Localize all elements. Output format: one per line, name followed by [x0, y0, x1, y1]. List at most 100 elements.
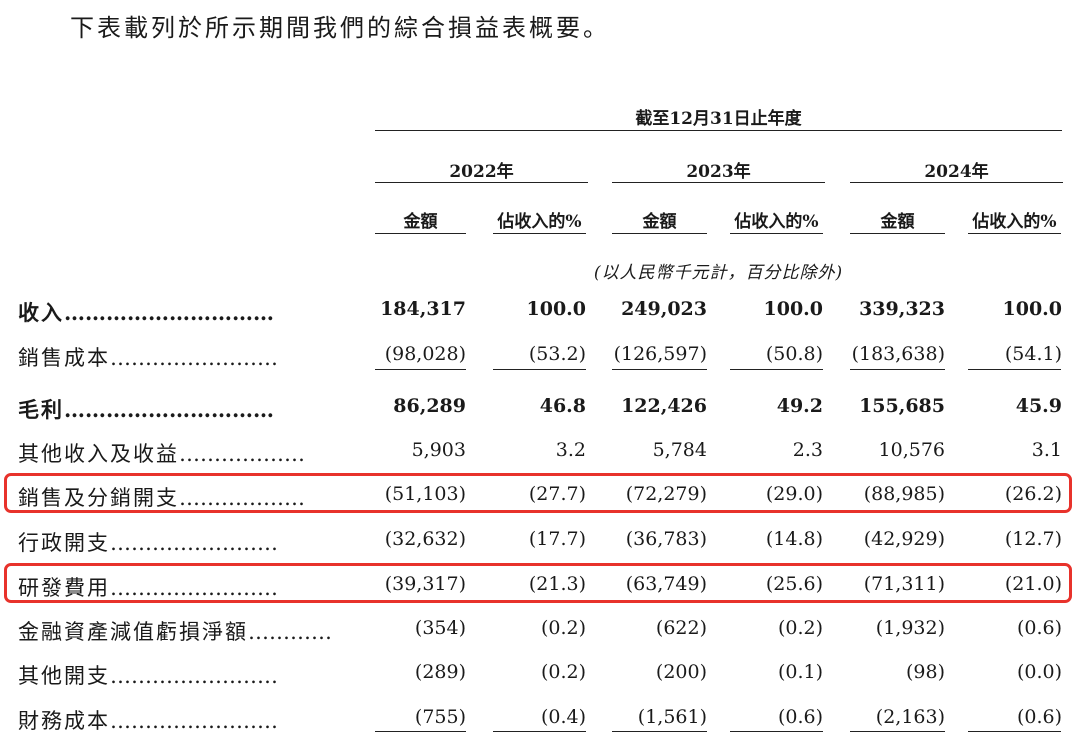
leader-dots: ………… [248, 620, 332, 644]
leader-dots: ……………… [179, 486, 305, 510]
row-label: 銷售及分銷開支……………… [18, 482, 358, 512]
amount-cell: 5,903 [411, 439, 466, 461]
finance-cost-rule [730, 731, 823, 732]
period-header-rule [375, 130, 1062, 131]
finance-cost-rule [493, 731, 586, 732]
pct-column-rule [730, 233, 823, 234]
amount-cell: 249,023 [621, 298, 707, 320]
pct-cell: (54.1) [1004, 343, 1062, 365]
pct-column-rule [493, 233, 586, 234]
row-label: 收入………………………… [18, 297, 358, 327]
cost-of-sales-rule [375, 369, 466, 370]
amount-cell: (98) [905, 661, 945, 683]
row-label-text: 其他開支 [18, 664, 110, 688]
amount-column-header: 金額 [880, 212, 915, 232]
amount-cell: (72,279) [625, 483, 707, 505]
pct-cell: (0.1) [777, 661, 823, 683]
amount-cell: (755) [414, 706, 466, 728]
row-label: 金融資產減值虧損淨額………… [18, 616, 358, 646]
pct-cell: (12.7) [1004, 528, 1062, 550]
cost-of-sales-rule [493, 369, 586, 370]
year-header: 2022年 [449, 162, 514, 182]
highlight-box-rnd [4, 563, 1072, 603]
pct-cell: 45.9 [1015, 395, 1062, 417]
amount-column-rule [375, 233, 466, 234]
leader-dots: …………………… [110, 531, 278, 555]
pct-cell: (0.0) [1016, 661, 1062, 683]
row-label-text: 行政開支 [18, 531, 110, 555]
pct-cell: (25.6) [765, 573, 823, 595]
pct-cell: (53.2) [528, 343, 586, 365]
pct-cell: (0.4) [540, 706, 586, 728]
pct-cell: (0.6) [777, 706, 823, 728]
amount-cell: (32,632) [384, 528, 466, 550]
finance-cost-rule [968, 731, 1061, 732]
pct-cell: 3.2 [555, 439, 586, 461]
leader-dots: …………………… [110, 346, 278, 370]
amount-column-rule [612, 233, 707, 234]
pct-column-rule [968, 233, 1061, 234]
row-label-text: 其他收入及收益 [18, 442, 179, 466]
row-label-text: 財務成本 [18, 709, 110, 733]
amount-cell: (126,597) [613, 343, 707, 365]
cost-of-sales-rule [968, 369, 1061, 370]
pct-cell: 46.8 [539, 395, 586, 417]
period-header: 截至12月31日止年度 [635, 109, 802, 129]
cost-of-sales-rule [850, 369, 945, 370]
pct-cell: (27.7) [528, 483, 586, 505]
intro-text: 下表載列於所示期間我們的綜合損益表概要。 [70, 14, 610, 42]
amount-column-header: 金額 [403, 212, 438, 232]
amount-cell: (1,932) [875, 617, 945, 639]
amount-cell: 122,426 [621, 395, 707, 417]
year-header-rule [850, 182, 1063, 183]
row-label-text: 銷售成本 [18, 346, 110, 370]
pct-cell: (0.6) [1016, 617, 1062, 639]
amount-cell: 339,323 [859, 298, 945, 320]
leader-dots: …………………… [110, 576, 278, 600]
pct-cell: (21.3) [528, 573, 586, 595]
pct-cell: (0.2) [777, 617, 823, 639]
amount-cell: 155,685 [859, 395, 945, 417]
cost-of-sales-rule [730, 369, 823, 370]
pct-cell: (50.8) [765, 343, 823, 365]
amount-cell: (63,749) [625, 573, 707, 595]
pct-cell: (17.7) [528, 528, 586, 550]
amount-cell: (51,103) [384, 483, 466, 505]
amount-cell: (354) [414, 617, 466, 639]
amount-cell: (42,929) [863, 528, 945, 550]
pct-column-header: 佔收入的% [734, 212, 819, 232]
amount-cell: (289) [414, 661, 466, 683]
amount-cell: (1,561) [637, 706, 707, 728]
amount-column-header: 金額 [642, 212, 677, 232]
amount-cell: 184,317 [380, 298, 466, 320]
leader-dots: …………………… [110, 664, 278, 688]
pct-cell: 100.0 [1002, 298, 1063, 320]
finance-cost-rule [375, 731, 466, 732]
finance-cost-rule [612, 731, 707, 732]
pct-cell: 100.0 [526, 298, 587, 320]
pct-cell: (29.0) [765, 483, 823, 505]
row-label: 銷售成本…………………… [18, 342, 358, 372]
row-label-text: 銷售及分銷開支 [18, 486, 179, 510]
amount-cell: (71,311) [863, 573, 945, 595]
highlight-box-sales-distribution [4, 473, 1072, 513]
row-label: 行政開支…………………… [18, 527, 358, 557]
amount-cell: (2,163) [875, 706, 945, 728]
pct-cell: (26.2) [1004, 483, 1062, 505]
amount-cell: 86,289 [393, 395, 466, 417]
row-label: 財務成本…………………… [18, 705, 358, 735]
amount-column-rule [850, 233, 945, 234]
pct-cell: 3.1 [1031, 439, 1062, 461]
amount-cell: 10,576 [878, 439, 945, 461]
year-header-rule [375, 182, 588, 183]
leader-dots: ………………………… [64, 397, 274, 422]
amount-cell: (36,783) [625, 528, 707, 550]
amount-cell: 5,784 [652, 439, 707, 461]
year-header: 2024年 [924, 162, 989, 182]
pct-cell: (14.8) [765, 528, 823, 550]
pct-cell: (0.6) [1016, 706, 1062, 728]
pct-column-header: 佔收入的% [972, 212, 1057, 232]
cost-of-sales-rule [612, 369, 707, 370]
row-label: 其他開支…………………… [18, 660, 358, 690]
pct-cell: (0.2) [540, 661, 586, 683]
